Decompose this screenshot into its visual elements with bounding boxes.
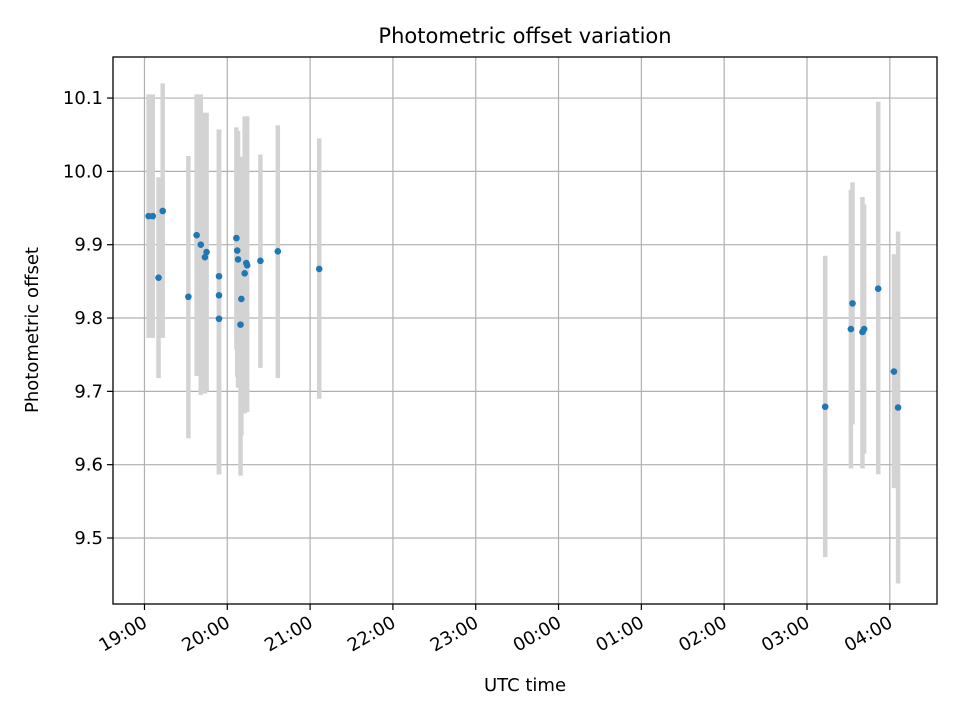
data-point	[155, 274, 162, 282]
data-point	[237, 321, 244, 328]
data-point	[238, 295, 245, 303]
data-point	[215, 315, 223, 323]
y-tick-label: 10.1	[63, 88, 103, 109]
data-point	[203, 248, 210, 256]
data-point	[197, 241, 205, 249]
data-point	[201, 253, 209, 261]
data-point	[241, 270, 248, 277]
chart-title: Photometric offset variation	[378, 24, 671, 48]
data-point	[894, 404, 902, 411]
data-point	[234, 256, 242, 263]
data-point	[257, 257, 264, 265]
y-tick-label: 9.7	[74, 381, 103, 402]
y-tick-label: 9.8	[74, 308, 103, 329]
y-tick-label: 10.0	[63, 161, 103, 182]
data-point	[149, 212, 157, 220]
y-tick-label: 9.5	[74, 528, 103, 549]
data-point	[274, 248, 282, 255]
data-point	[159, 207, 166, 215]
plot-area	[113, 57, 937, 604]
data-point	[185, 293, 192, 301]
y-tick-label: 9.6	[74, 455, 103, 476]
data-point	[890, 368, 898, 375]
y-axis-ticks: 9.5 9.6 9.7 9.8 9.9 10.0 10.1	[63, 88, 113, 549]
data-point	[849, 300, 856, 307]
data-point	[193, 231, 200, 239]
data-point	[821, 403, 829, 411]
data-point	[215, 292, 223, 299]
y-axis-label: Photometric offset	[22, 247, 43, 413]
data-point	[315, 265, 323, 273]
plot-frame	[112, 56, 938, 605]
x-axis-label: UTC time	[484, 675, 566, 696]
grid-layer	[113, 57, 937, 604]
data-point	[233, 247, 241, 254]
data-point	[847, 325, 855, 333]
point-layer	[145, 207, 902, 411]
data-point	[874, 285, 882, 293]
data-point	[233, 234, 240, 242]
y-tick-label: 9.9	[74, 235, 103, 256]
data-point	[243, 261, 251, 269]
data-point	[215, 272, 223, 280]
data-point	[860, 325, 868, 333]
